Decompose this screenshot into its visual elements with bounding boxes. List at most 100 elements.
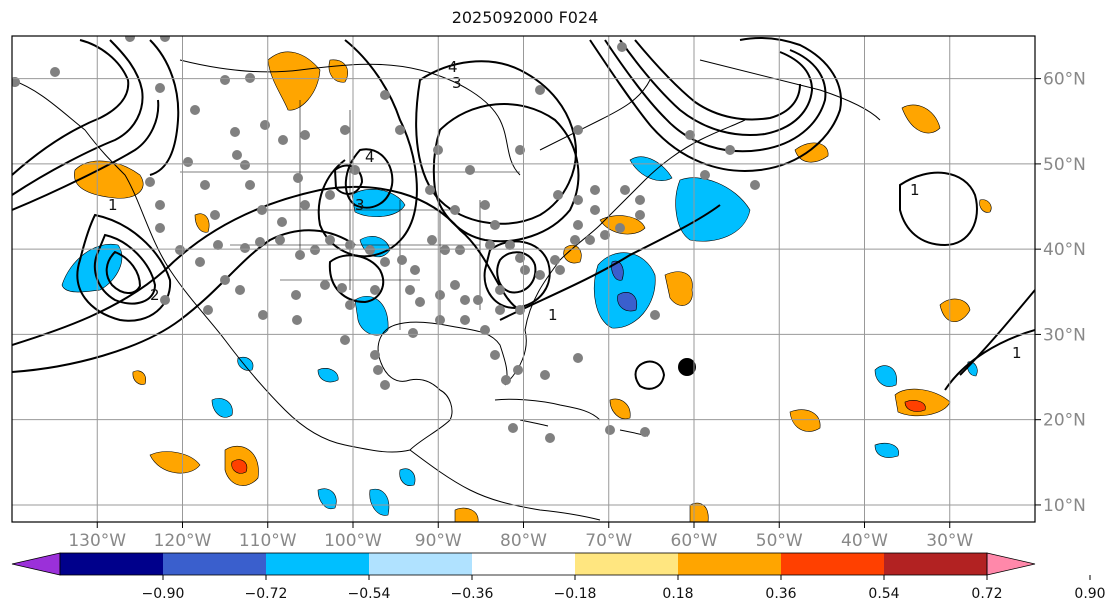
station-dot <box>550 255 560 265</box>
station-dot <box>415 297 425 307</box>
station-dot <box>501 375 511 385</box>
colorbar-segment <box>266 553 370 575</box>
lon-tick-label: 50°W <box>756 531 803 551</box>
contour-label: 3 <box>452 74 462 92</box>
contour-line <box>496 251 537 294</box>
colorbar-tick-label: −0.72 <box>245 586 288 602</box>
positive-area <box>74 160 144 199</box>
station-dot <box>555 265 565 275</box>
colorbar-segment <box>678 553 782 575</box>
contour-line <box>12 99 160 211</box>
station-dot <box>620 185 630 195</box>
contour-line <box>12 39 130 176</box>
station-dot <box>160 36 170 42</box>
contour-line <box>344 148 394 209</box>
lat-tick-label: 40°N <box>1043 240 1086 260</box>
lon-tick-label: 120°W <box>154 531 212 551</box>
station-dot <box>155 223 165 233</box>
lon-tick-label: 60°W <box>671 531 718 551</box>
positive-area <box>149 451 201 474</box>
negative-area <box>317 488 337 510</box>
colorbar-segment <box>60 553 164 575</box>
lon-tick-label: 100°W <box>324 531 382 551</box>
coastlines <box>12 59 881 521</box>
station-dot <box>460 295 470 305</box>
contour-label: 1 <box>910 181 920 199</box>
contour-line <box>317 39 418 258</box>
point-marker <box>678 358 696 376</box>
station-dot <box>505 240 515 250</box>
positive-area <box>609 398 631 420</box>
station-dot <box>440 245 450 255</box>
station-dot <box>200 180 210 190</box>
station-dot <box>465 165 475 175</box>
station-dot <box>232 150 242 160</box>
negative-area <box>354 295 389 336</box>
negative-area <box>399 468 416 486</box>
station-dot <box>605 425 615 435</box>
station-dot <box>195 257 205 267</box>
positive-area <box>267 51 321 111</box>
contour-label: 1 <box>548 306 558 324</box>
station-dot <box>640 427 650 437</box>
station-dot <box>183 157 193 167</box>
station-dot <box>240 243 250 253</box>
station-dot <box>278 135 288 145</box>
colorbar-tick-label: 0.54 <box>868 586 899 602</box>
lat-tick-label: 50°N <box>1043 155 1086 175</box>
station-dot <box>125 36 135 42</box>
station-dot <box>455 245 465 255</box>
station-dot <box>460 315 470 325</box>
station-dot <box>340 125 350 135</box>
station-dot <box>235 285 245 295</box>
station-dot <box>515 305 525 315</box>
station-dot <box>337 283 347 293</box>
lat-axis: 60°N 50°N 40°N 30°N 20°N 10°N <box>1035 70 1086 516</box>
station-dot <box>513 365 523 375</box>
contours <box>12 36 1035 391</box>
coastline-east <box>504 119 746 386</box>
station-dot <box>553 190 563 200</box>
positive-area <box>901 104 941 134</box>
station-dot <box>203 305 213 315</box>
station-dot <box>340 335 350 345</box>
station-dot <box>573 125 583 135</box>
contour-line <box>76 213 172 322</box>
negative-area <box>317 368 339 383</box>
station-dot <box>495 285 505 295</box>
station-dot <box>365 245 375 255</box>
station-dot <box>490 350 500 360</box>
station-dot <box>155 200 165 210</box>
colorbar-segment <box>472 553 576 575</box>
station-dot <box>617 42 627 52</box>
colorbar-tick-label: −0.90 <box>142 586 185 602</box>
station-dot <box>570 235 580 245</box>
station-dot <box>380 90 390 100</box>
station-dot <box>635 210 645 220</box>
station-dot <box>380 380 390 390</box>
station-dot <box>480 200 490 210</box>
station-dot <box>50 67 60 77</box>
negative-area <box>369 488 390 516</box>
colorbar-segment <box>369 553 473 575</box>
station-dot <box>508 423 518 433</box>
station-dot <box>650 310 660 320</box>
colorbar-tick-label: 0.72 <box>971 586 1002 602</box>
station-dot <box>450 280 460 290</box>
contour-label: 1 <box>108 196 118 214</box>
station-dot <box>12 77 20 87</box>
lon-tick-label: 80°W <box>500 531 547 551</box>
positive-strong-area <box>904 400 926 412</box>
map-title: 2025092000 F024 <box>451 8 599 27</box>
station-dot <box>725 145 735 155</box>
lon-axis: 130°W 120°W 110°W 100°W 90°W 80°W 70°W 60°W 50°W… <box>68 522 973 551</box>
station-dot <box>210 210 220 220</box>
colorbar-extend-min <box>11 552 61 576</box>
station-dot <box>277 217 287 227</box>
contour-label: 4 <box>365 148 375 166</box>
colorbar-segment <box>781 553 885 575</box>
station-dot <box>380 257 390 267</box>
negative-area <box>593 252 656 329</box>
station-dot <box>325 235 335 245</box>
station-dot <box>295 250 305 260</box>
